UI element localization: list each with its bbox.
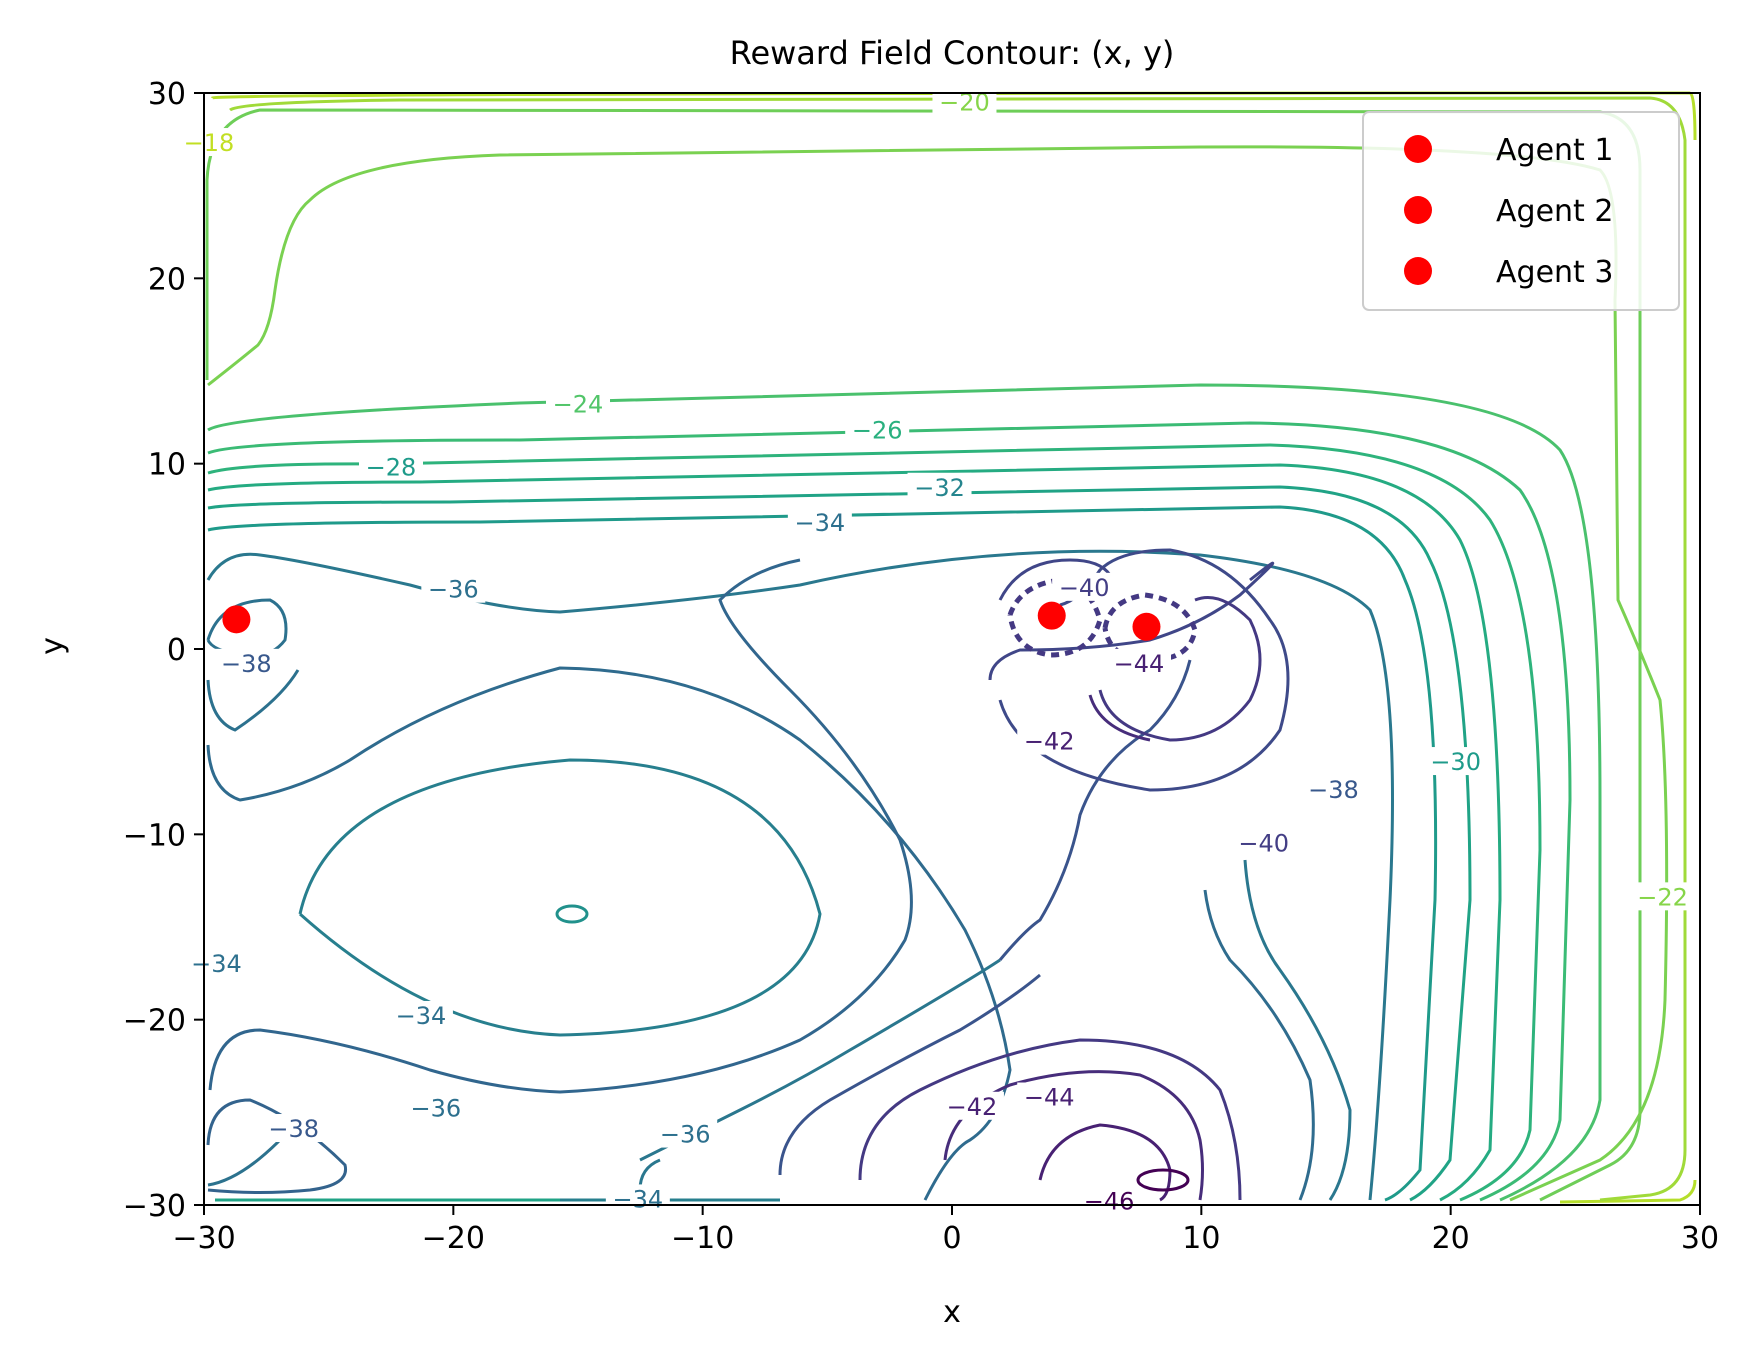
- contour-level-label: −22: [1637, 883, 1688, 911]
- contour-level-label: −34: [795, 509, 846, 537]
- x-tick-label: 10: [1182, 1221, 1220, 1256]
- contour-level-label: −18: [184, 129, 235, 157]
- x-tick-label: −30: [172, 1221, 235, 1256]
- contour-level-label: −38: [1308, 776, 1359, 804]
- y-axis-label: y: [35, 637, 70, 655]
- chart-title: Reward Field Contour: (x, y): [730, 34, 1175, 72]
- y-tick-label: 10: [148, 448, 186, 483]
- contour-label-bg: [546, 389, 610, 418]
- contour-label-bg: [845, 415, 910, 444]
- x-tick-label: 20: [1432, 1221, 1470, 1256]
- x-tick-label: 30: [1681, 1221, 1719, 1256]
- contour-level-label: −44: [1114, 650, 1165, 678]
- y-tick-label: −10: [123, 818, 186, 853]
- contour-level-label: −42: [947, 1093, 998, 1121]
- contour-level-label: −28: [366, 453, 417, 481]
- contour-level-label: −42: [1024, 728, 1075, 756]
- contour-label-bg: [1630, 882, 1695, 911]
- contour-label-bg: [1301, 774, 1366, 803]
- contour-level-label: −38: [221, 650, 272, 678]
- contour-label-bg: [388, 1000, 453, 1029]
- contour-level-labels: −20−18−24−26−28−32−34−36−38−40−44−42−40−…: [176, 87, 1695, 1215]
- legend-marker: [1404, 135, 1432, 163]
- legend-marker: [1404, 196, 1432, 224]
- contour-label-bg: [184, 949, 249, 978]
- contour-level-label: −30: [1430, 748, 1481, 776]
- x-tick-label: −10: [671, 1221, 734, 1256]
- contour-label-bg: [1107, 648, 1171, 677]
- legend-marker: [1404, 257, 1432, 285]
- contour-label-bg: [1231, 828, 1296, 857]
- contour-label-bg: [261, 1114, 326, 1143]
- contour-level-label: −36: [428, 576, 479, 604]
- agent-marker: [1132, 612, 1161, 641]
- contour-label-bg: [932, 87, 997, 116]
- legend-box: [1362, 111, 1680, 311]
- y-tick-label: 0: [167, 633, 186, 668]
- contour-label-bg: [907, 472, 972, 501]
- contour-label-bg: [939, 1091, 1004, 1120]
- x-axis-ticks: −30 −20 −10 0 10 20 30: [172, 1205, 1719, 1256]
- contour-label-bg: [403, 1093, 468, 1122]
- contour-level-label: −34: [613, 1185, 664, 1213]
- contour-level-label: −32: [914, 474, 965, 502]
- legend-label: Agent 3: [1496, 255, 1613, 290]
- contour-label-bg: [176, 128, 241, 157]
- contour-label-bg: [1052, 572, 1117, 601]
- contour-level-label: −36: [660, 1121, 711, 1149]
- contour-label-bg: [1077, 1186, 1142, 1215]
- y-tick-label: 30: [148, 77, 186, 112]
- legend: Agent 1 Agent 2 Agent 3: [1362, 111, 1680, 311]
- contour-level-label: −40: [1059, 574, 1110, 602]
- contour-label-bg: [605, 1184, 670, 1213]
- x-tick-label: −20: [422, 1221, 485, 1256]
- contour-level-label: −36: [411, 1095, 462, 1123]
- x-tick-label: 0: [942, 1221, 961, 1256]
- contour-level-label: −46: [1084, 1187, 1135, 1215]
- contour-label-bg: [1017, 1082, 1082, 1111]
- legend-label: Agent 2: [1496, 194, 1613, 229]
- y-tick-label: −20: [123, 1004, 186, 1039]
- contour-label-bg: [653, 1119, 718, 1148]
- contour-level-label: −38: [268, 1115, 319, 1143]
- contour-level-label: −34: [191, 950, 242, 978]
- y-tick-label: 20: [148, 262, 186, 297]
- y-axis-ticks: −30 −20 −10 0 10 20 30: [123, 77, 204, 1224]
- contour-label-bg: [787, 507, 852, 536]
- contour-level-label: −26: [852, 416, 903, 444]
- contour-level-label: −44: [1024, 1084, 1075, 1112]
- contour-label-bg: [214, 648, 279, 677]
- contour-level-label: −40: [1238, 830, 1289, 858]
- contour-level-label: −34: [396, 1002, 447, 1030]
- agent-marker: [222, 605, 251, 634]
- contour-label-bg: [1423, 747, 1488, 776]
- contour-level-label: −24: [553, 390, 604, 418]
- contour-label-bg: [1017, 726, 1082, 755]
- contour-label-bg: [359, 452, 423, 481]
- y-tick-label: −30: [123, 1189, 186, 1224]
- contour-label-bg: [421, 574, 486, 603]
- agent-markers: [222, 601, 1161, 641]
- legend-label: Agent 1: [1496, 133, 1613, 168]
- agent-marker: [1037, 601, 1066, 630]
- x-axis-label: x: [943, 1295, 961, 1330]
